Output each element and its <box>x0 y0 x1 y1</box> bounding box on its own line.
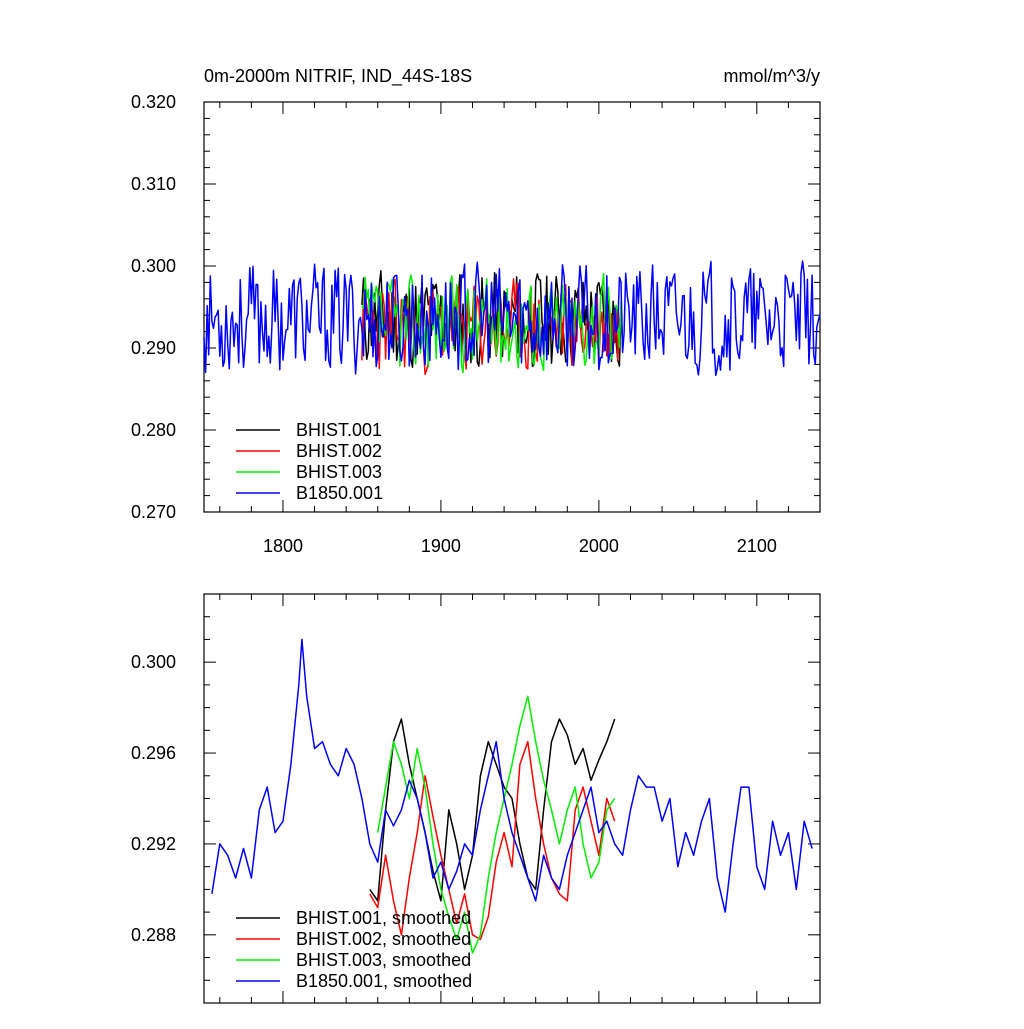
top-plot-area: 1800 1900 2000 2100 0.270 0.280 0.290 0.300 0.31… <box>131 92 821 556</box>
plot-frame <box>203 101 821 513</box>
legend-label: BHIST.001 <box>296 420 382 440</box>
legend-label: BHIST.003, smoothed <box>296 950 471 970</box>
y-tick-label: 0.310 <box>131 174 176 194</box>
x-tick-label: 2100 <box>737 536 777 556</box>
top-panel: 0m-2000m NITRIF, IND_44S-18S mmol/m^3/y … <box>131 66 821 556</box>
legend-label: BHIST.003 <box>296 462 382 482</box>
legend-label: B1850.001 <box>296 483 383 503</box>
series-line-bhist-003 <box>361 272 624 374</box>
x-tick-label: 1800 <box>263 536 303 556</box>
series-line-b1850-001 <box>203 260 821 377</box>
y-tick-label: 0.320 <box>131 92 176 112</box>
x-tick-label: 2000 <box>579 536 619 556</box>
series-line-bhist-002 <box>369 740 616 941</box>
y-tick-label: 0.300 <box>131 256 176 276</box>
legend-label: BHIST.002, smoothed <box>296 929 471 949</box>
x-tick-label: 1900 <box>421 536 461 556</box>
top-chart-units: mmol/m^3/y <box>724 66 820 86</box>
y-tick-label: 0.288 <box>131 925 176 945</box>
y-tick-label: 0.290 <box>131 338 176 358</box>
series-line-bhist-001 <box>369 718 616 902</box>
y-tick-label: 0.296 <box>131 743 176 763</box>
y-tick-label: 0.270 <box>131 502 176 522</box>
legend-label: BHIST.002 <box>296 441 382 461</box>
series-line-b1850-001 <box>211 638 813 913</box>
y-tick-label: 0.280 <box>131 420 176 440</box>
series-line-bhist-003 <box>376 695 616 954</box>
y-tick-label: 0.300 <box>131 652 176 672</box>
top-chart-title: 0m-2000m NITRIF, IND_44S-18S <box>204 66 472 87</box>
legend-label: B1850.001, smoothed <box>296 971 472 991</box>
y-tick-label: 0.292 <box>131 834 176 854</box>
legend-label: BHIST.001, smoothed <box>296 908 471 928</box>
